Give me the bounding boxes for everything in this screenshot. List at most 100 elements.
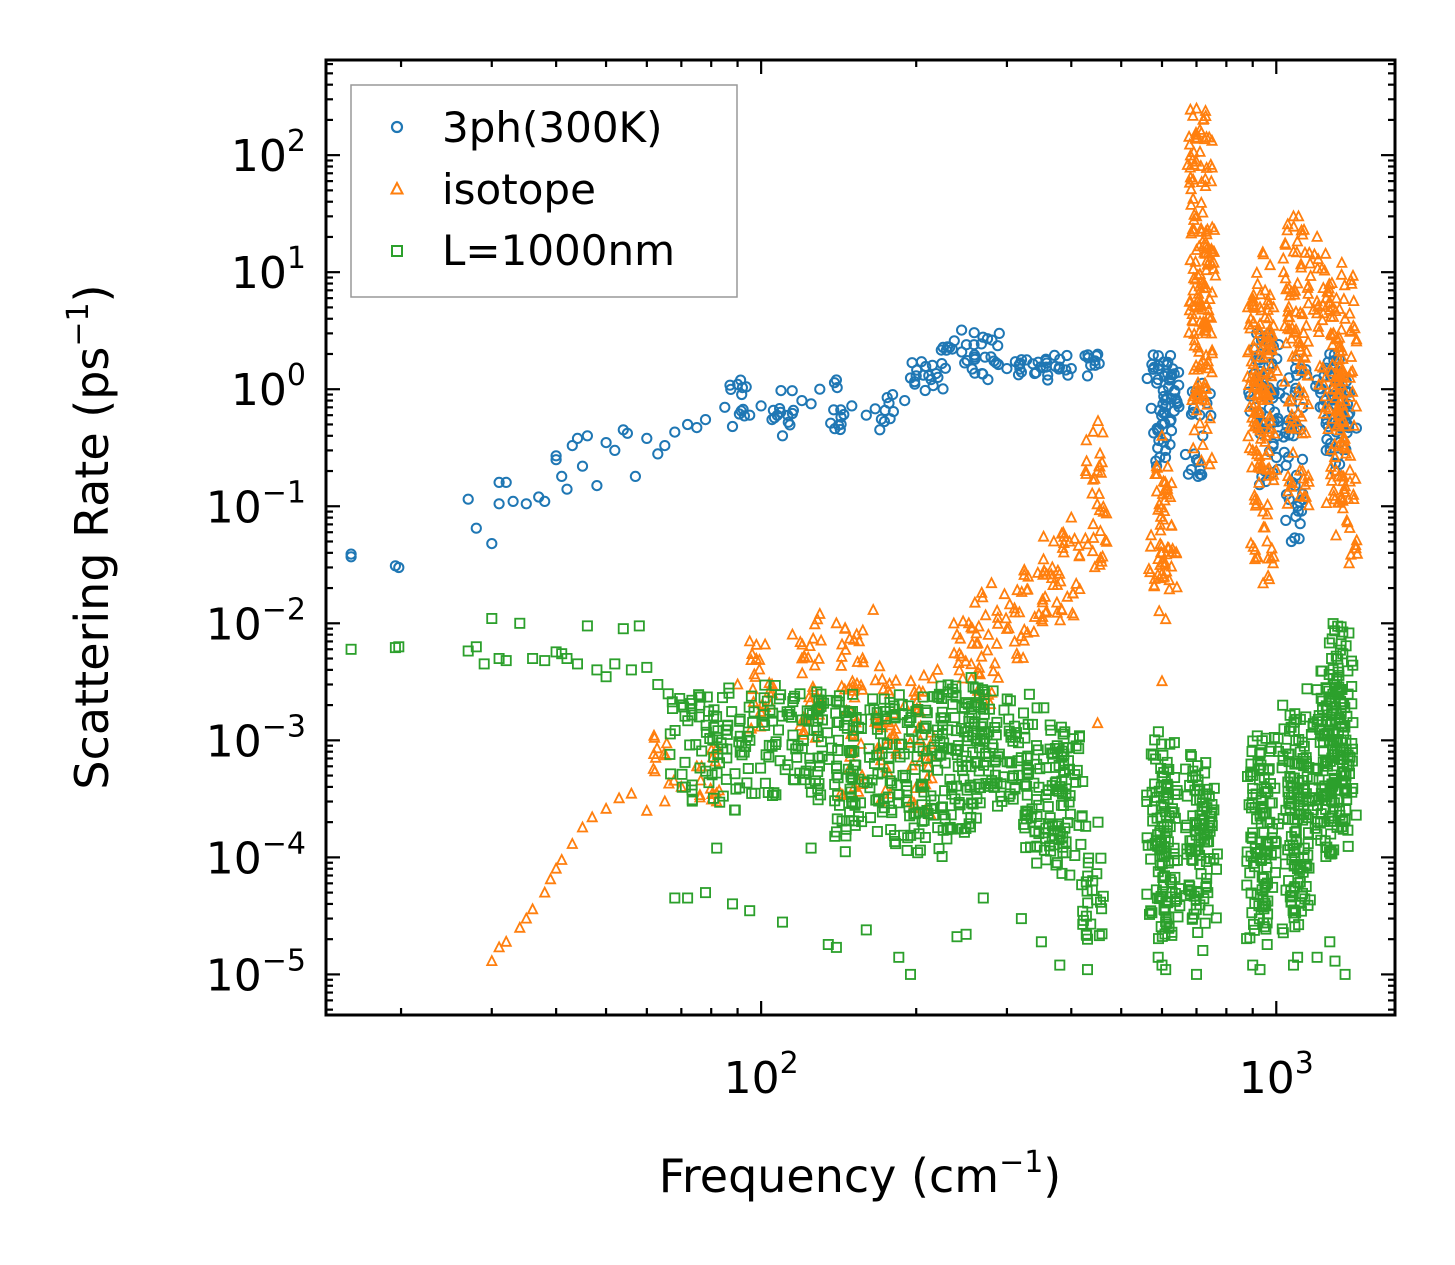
data-point-l-1000nm — [1252, 755, 1264, 767]
data-point-l-1000nm — [815, 736, 827, 748]
data-point-isotope — [1056, 541, 1069, 553]
data-point-l-1000nm — [734, 746, 746, 758]
data-point-3ph-300k- — [600, 437, 612, 449]
data-point-l-1000nm — [1269, 835, 1281, 847]
data-point-l-1000nm — [917, 691, 929, 703]
data-point-l-1000nm — [514, 617, 526, 629]
data-point-isotope — [1195, 453, 1208, 466]
x-axis-label: Frequency (cm−1) — [659, 1145, 1062, 1203]
data-point-isotope — [835, 637, 849, 650]
data-point-l-1000nm — [1097, 890, 1109, 902]
data-point-3ph-300k- — [979, 351, 991, 363]
data-point-l-1000nm — [1292, 951, 1304, 963]
data-point-l-1000nm — [1160, 916, 1172, 928]
data-point-3ph-300k- — [977, 368, 989, 380]
data-point-l-1000nm — [832, 745, 844, 757]
data-point-isotope — [1302, 397, 1315, 410]
data-point-isotope — [813, 607, 826, 619]
data-point-3ph-300k- — [1060, 364, 1072, 376]
data-point-l-1000nm — [1166, 806, 1178, 818]
data-point-isotope — [1200, 130, 1213, 143]
data-point-l-1000nm — [1194, 818, 1206, 830]
data-point-isotope — [1072, 538, 1085, 551]
data-point-isotope — [1050, 595, 1063, 608]
data-point-l-1000nm — [988, 781, 1000, 793]
data-point-isotope — [1253, 322, 1266, 335]
data-point-isotope — [952, 656, 965, 668]
data-point-l-1000nm — [609, 658, 621, 670]
data-point-l-1000nm — [944, 773, 956, 785]
data-point-l-1000nm — [1184, 888, 1196, 900]
data-point-isotope — [1255, 457, 1269, 470]
data-point-l-1000nm — [1276, 923, 1288, 935]
data-point-3ph-300k- — [493, 498, 505, 510]
data-point-isotope — [1054, 613, 1067, 626]
data-point-3ph-300k- — [539, 495, 551, 507]
data-point-isotope — [1080, 433, 1093, 446]
data-point-l-1000nm — [1331, 821, 1343, 833]
data-point-isotope — [1300, 318, 1313, 331]
data-point-isotope — [1191, 294, 1204, 307]
x-tick-label: 102 — [724, 1046, 799, 1104]
data-point-l-1000nm — [1284, 770, 1296, 782]
data-point-isotope — [1335, 255, 1348, 268]
data-point-3ph-300k- — [393, 561, 405, 574]
data-point-l-1000nm — [641, 661, 653, 673]
data-point-l-1000nm — [470, 641, 482, 653]
data-point-isotope — [1325, 473, 1338, 486]
data-point-isotope — [1344, 448, 1357, 461]
data-point-isotope — [850, 676, 864, 689]
data-point-l-1000nm — [813, 778, 825, 790]
data-point-l-1000nm — [811, 725, 823, 737]
data-point-isotope — [1081, 537, 1094, 550]
data-point-isotope — [1329, 450, 1342, 463]
data-point-isotope — [990, 636, 1003, 649]
data-point-l-1000nm — [977, 892, 989, 904]
data-point-isotope — [1262, 293, 1275, 306]
data-point-3ph-300k- — [968, 339, 980, 351]
plot-frame — [324, 58, 1397, 1017]
data-point-l-1000nm — [821, 727, 833, 739]
data-point-l-1000nm — [970, 812, 982, 824]
data-point-isotope — [743, 634, 756, 647]
data-point-l-1000nm — [720, 773, 732, 785]
data-point-l-1000nm — [1260, 878, 1272, 890]
data-point-l-1000nm — [883, 762, 895, 774]
data-point-l-1000nm — [796, 714, 808, 726]
data-point-l-1000nm — [664, 728, 676, 740]
data-point-l-1000nm — [1060, 788, 1072, 800]
data-point-l-1000nm — [763, 751, 775, 763]
data-point-isotope — [1346, 384, 1359, 397]
data-point-isotope — [1333, 360, 1346, 373]
data-point-isotope — [1301, 281, 1314, 293]
data-point-l-1000nm — [1190, 904, 1202, 916]
data-point-3ph-300k- — [937, 383, 949, 395]
data-point-isotope — [956, 671, 969, 684]
data-point-isotope — [600, 801, 613, 814]
data-point-isotope — [1285, 407, 1298, 420]
data-point-l-1000nm — [1300, 881, 1312, 893]
data-point-isotope — [1344, 323, 1357, 336]
data-point-l-1000nm — [916, 729, 928, 741]
data-point-isotope — [1206, 343, 1219, 356]
data-point-l-1000nm — [1272, 733, 1284, 745]
data-point-l-1000nm — [1280, 742, 1292, 754]
data-point-l-1000nm — [1031, 702, 1043, 714]
y-tick-label: 101 — [231, 241, 306, 299]
data-point-l-1000nm — [972, 682, 984, 694]
data-point-l-1000nm — [1156, 770, 1168, 782]
data-point-l-1000nm — [823, 753, 835, 765]
data-point-l-1000nm — [759, 777, 771, 789]
data-point-isotope — [1302, 368, 1315, 381]
data-point-isotope — [647, 747, 660, 759]
data-point-l-1000nm — [1021, 789, 1033, 801]
data-point-3ph-300k- — [860, 409, 872, 421]
data-point-3ph-300k- — [591, 480, 603, 492]
data-point-isotope — [1285, 421, 1298, 434]
data-point-l-1000nm — [920, 723, 932, 735]
legend-label-boundary: L=1000nm — [442, 226, 675, 275]
data-point-isotope — [1311, 299, 1324, 312]
data-point-isotope — [1347, 294, 1360, 306]
data-point-isotope — [1278, 374, 1291, 387]
data-point-isotope — [1347, 418, 1361, 431]
